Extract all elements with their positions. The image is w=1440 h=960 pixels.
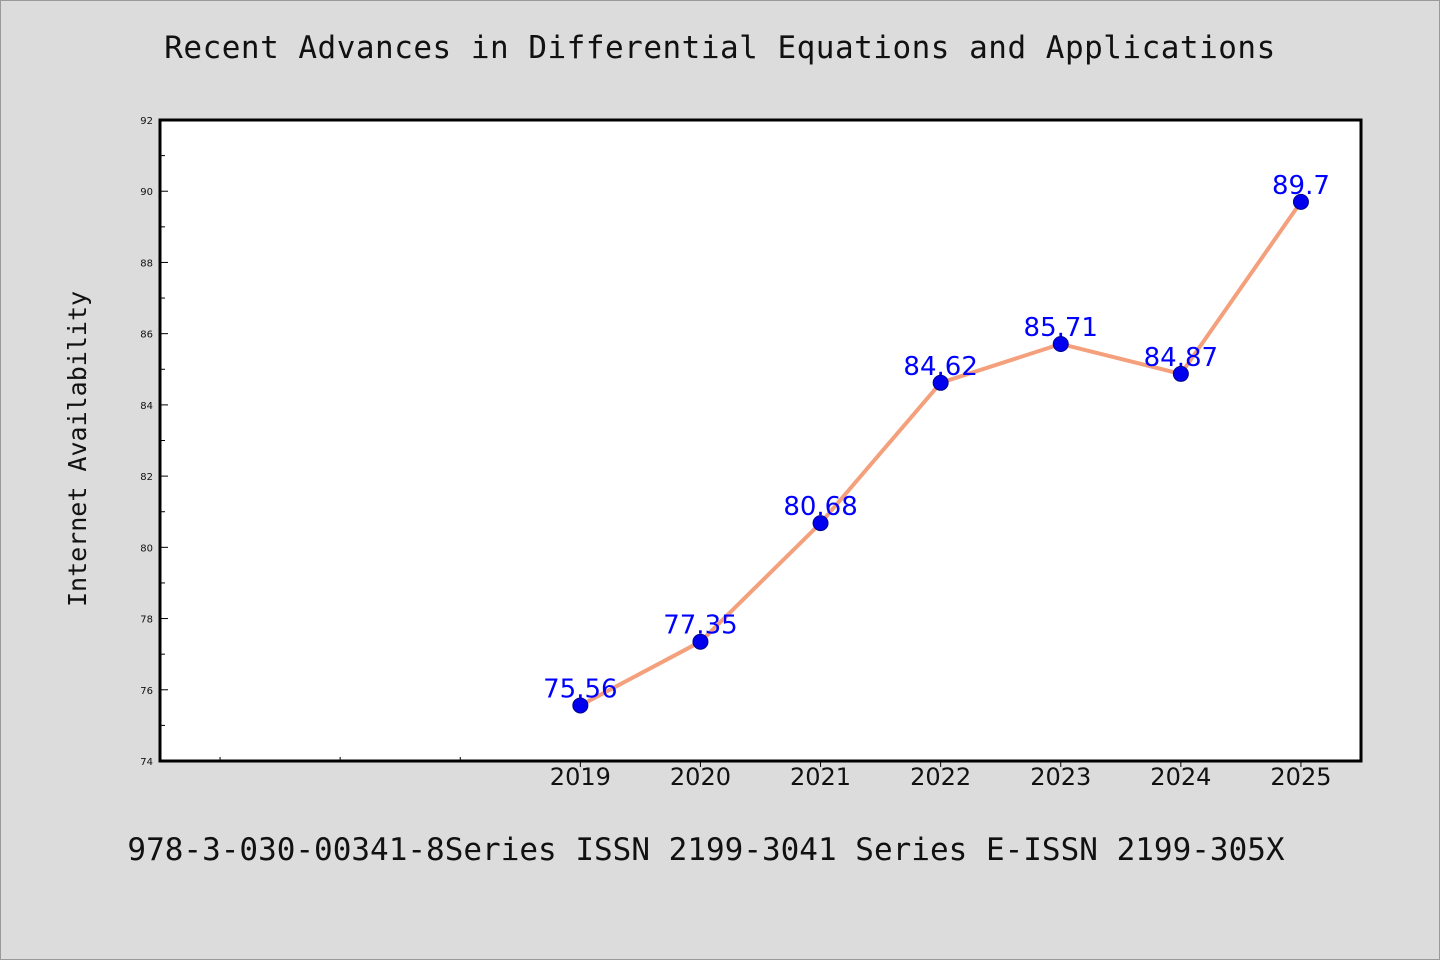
x-tick-label: 2019	[550, 763, 611, 791]
x-tick-label: 2025	[1270, 763, 1331, 791]
y-tick-label: 86	[140, 330, 153, 341]
data-point	[1292, 193, 1309, 210]
data-point	[932, 374, 949, 391]
x-tick-label: 2022	[910, 763, 971, 791]
y-axis-label: Internet Availability	[63, 291, 92, 607]
data-point	[1052, 335, 1069, 352]
y-tick-label: 76	[140, 686, 153, 697]
data-point	[1172, 365, 1189, 382]
y-tick-label: 84	[140, 401, 153, 412]
x-tick-label: 2023	[1030, 763, 1091, 791]
y-tick-label: 74	[140, 757, 153, 768]
y-tick-label: 90	[140, 187, 153, 198]
data-label: 77.35	[663, 611, 737, 641]
data-label: 84.62	[903, 352, 977, 382]
y-tick-label: 78	[140, 615, 153, 626]
data-label: 75.56	[543, 674, 617, 704]
data-label: 80.68	[783, 492, 857, 522]
plot-area	[158, 118, 1363, 763]
chart-title: Recent Advances in Differential Equation…	[164, 30, 1276, 66]
footer-text: 978-3-030-00341-8Series ISSN 2199-3041 S…	[127, 832, 1285, 868]
x-tick-label: 2020	[670, 763, 731, 791]
y-tick-label: 82	[140, 472, 153, 483]
data-point	[812, 515, 829, 532]
y-tick-label: 92	[140, 116, 153, 127]
data-point	[692, 633, 709, 650]
data-label: 84.87	[1144, 343, 1218, 373]
x-tick-label: 2021	[790, 763, 851, 791]
y-tick-label: 80	[140, 543, 153, 554]
y-tick-label: 88	[140, 258, 153, 269]
data-label: 89.7	[1272, 171, 1330, 201]
x-tick-label: 2024	[1150, 763, 1211, 791]
data-point	[572, 697, 589, 714]
data-label: 85.71	[1024, 313, 1098, 343]
